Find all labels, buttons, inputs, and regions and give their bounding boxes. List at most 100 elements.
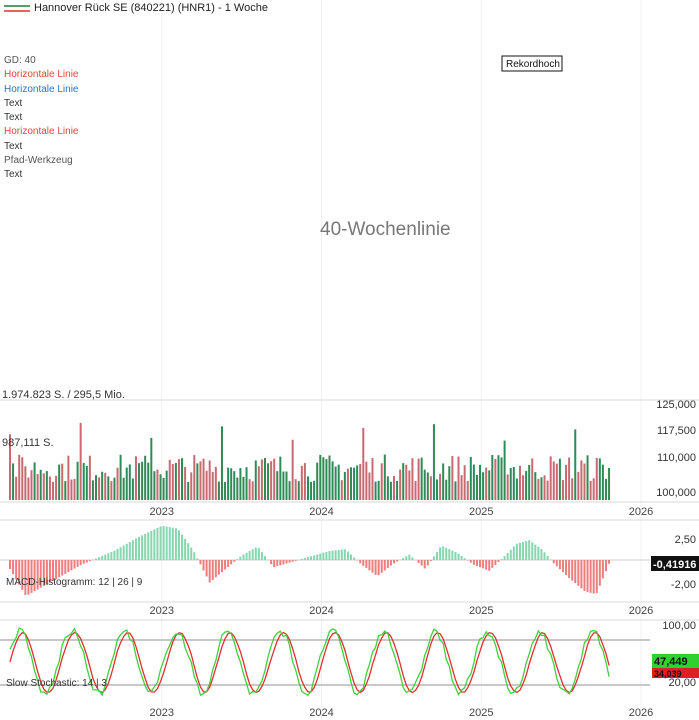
- volume-bar: [39, 469, 42, 500]
- volume-bar: [595, 457, 598, 500]
- volume-bar: [515, 478, 518, 500]
- volume-bar: [110, 481, 113, 500]
- macd-bar: [55, 560, 58, 580]
- volume-bar: [70, 479, 73, 500]
- volume-bar: [429, 476, 432, 500]
- x-axis-label: 2023: [150, 605, 174, 617]
- volume-bar: [537, 478, 540, 500]
- volume-bar: [534, 472, 537, 500]
- volume-bar: [325, 459, 328, 500]
- macd-bar: [319, 553, 322, 560]
- macd-bar: [156, 527, 159, 560]
- macd-bar: [174, 528, 177, 560]
- object-list-item[interactable]: Pfad-Werkzeug: [4, 155, 73, 167]
- macd-bar: [138, 536, 141, 560]
- volume-bar: [236, 477, 239, 500]
- object-list-item[interactable]: Text: [4, 112, 23, 124]
- macd-bar: [101, 555, 104, 560]
- macd-bar: [512, 546, 515, 560]
- macd-bar: [18, 560, 21, 585]
- volume-bar: [270, 461, 273, 500]
- volume-bar: [147, 462, 150, 500]
- macd-bar: [442, 546, 445, 560]
- object-list-item[interactable]: Horizontale Linie: [4, 69, 79, 81]
- volume-bar: [282, 471, 285, 500]
- volume-bar: [522, 475, 525, 500]
- macd-value-box: [651, 556, 699, 571]
- volume-bar: [184, 466, 187, 500]
- volume-bar: [466, 481, 469, 500]
- volume-bar: [479, 464, 482, 500]
- volume-bar: [245, 467, 248, 500]
- volume-bar: [171, 464, 174, 500]
- macd-bar: [76, 560, 79, 567]
- volume-bar: [436, 479, 439, 500]
- volume-bar: [414, 480, 417, 500]
- x-axis-label: 2026: [629, 506, 653, 518]
- x-axis-label: 2026: [629, 707, 653, 719]
- volume-bar: [125, 467, 128, 500]
- volume-bar: [73, 478, 76, 500]
- macd-bar: [113, 550, 116, 560]
- volume-bar: [122, 477, 125, 500]
- volume-bar: [267, 463, 270, 500]
- volume-bar: [233, 471, 236, 500]
- macd-bar: [85, 560, 88, 563]
- volume-bar: [205, 470, 208, 500]
- object-list-item[interactable]: Horizontale Linie: [4, 83, 79, 95]
- volume-bar: [442, 463, 445, 500]
- volume-bar: [586, 455, 589, 500]
- volume-bar: [408, 470, 411, 500]
- macd-bar: [561, 560, 564, 573]
- macd-bar: [340, 549, 343, 560]
- macd-bar: [45, 560, 48, 585]
- volume-bar: [457, 456, 460, 500]
- macd-label: MACD-Histogramm: 12 | 26 | 9: [6, 577, 143, 588]
- volume-bar: [439, 473, 442, 500]
- macd-bar: [39, 560, 42, 588]
- volume-bar: [448, 466, 451, 500]
- record-label: Rekordhoch: [506, 59, 560, 70]
- volume-bar: [393, 475, 396, 500]
- macd-bar: [119, 547, 122, 560]
- drawing-objects-list[interactable]: GD: 40 Horizontale Linie Horizontale Linie…: [4, 54, 79, 183]
- object-list-item[interactable]: Text: [4, 97, 23, 109]
- macd-bar: [506, 552, 509, 560]
- macd-bar: [534, 544, 537, 560]
- macd-bar: [141, 535, 144, 560]
- volume-bar: [168, 459, 171, 500]
- x-axis-label: 2024: [309, 605, 333, 617]
- macd-bar: [528, 540, 531, 560]
- macd-bar: [497, 560, 500, 562]
- macd-bar: [48, 560, 51, 583]
- legend-swatch-red: [4, 10, 30, 12]
- macd-bar: [451, 550, 454, 560]
- volume-bar: [454, 481, 457, 500]
- macd-bar: [475, 560, 478, 566]
- macd-bar: [107, 553, 110, 560]
- volume-bar: [359, 464, 362, 500]
- volume-bar: [423, 469, 426, 500]
- volume-bar: [349, 467, 352, 500]
- stochastic-lines: [0, 627, 650, 697]
- macd-bar: [181, 534, 184, 560]
- macd-bar: [313, 555, 316, 560]
- macd-bar: [273, 560, 276, 568]
- macd-bar: [306, 557, 309, 560]
- macd-bar: [417, 560, 420, 563]
- macd-bar: [125, 543, 128, 560]
- object-list-item[interactable]: Text: [4, 140, 23, 152]
- volume-bar: [552, 461, 555, 500]
- object-list-item[interactable]: Text: [4, 169, 23, 181]
- volume-bar: [190, 472, 193, 500]
- macd-bar: [227, 560, 230, 567]
- object-list-item[interactable]: Horizontale Linie: [4, 126, 79, 138]
- macd-bar: [577, 560, 580, 586]
- volume-bar: [27, 477, 30, 500]
- macd-bar: [426, 560, 429, 566]
- macd-bar: [288, 560, 291, 563]
- object-list-item[interactable]: GD: 40: [4, 55, 36, 66]
- volume-bar: [353, 467, 356, 500]
- macd-bar: [230, 560, 233, 565]
